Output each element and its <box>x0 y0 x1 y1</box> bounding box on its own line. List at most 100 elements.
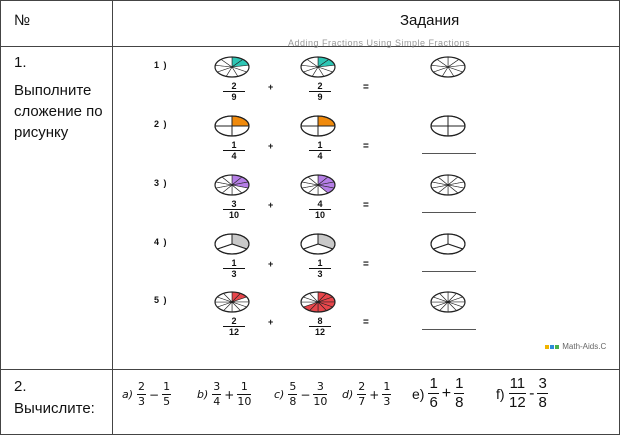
fraction-numerator: 3 <box>313 380 328 395</box>
fraction-numerator: 1 <box>162 380 172 395</box>
fraction-denominator: 8 <box>455 394 464 411</box>
fraction-pie-b <box>300 115 336 137</box>
pie-outline <box>300 174 336 196</box>
plus-sign: + <box>268 82 274 92</box>
pie-wrapper <box>430 291 466 318</box>
pie-outline <box>300 115 336 137</box>
fraction-numerator: 2 <box>309 81 331 92</box>
pie-outline <box>300 233 336 255</box>
equals-sign: = <box>363 82 369 93</box>
fraction-denominator: 12 <box>509 394 526 411</box>
fraction-numerator: 11 <box>508 375 527 394</box>
fraction-denominator: 3 <box>138 395 146 408</box>
fraction-numerator: 3 <box>537 375 548 394</box>
fraction-problem-2: 2 ) 1 4 +1 4 = <box>140 115 480 173</box>
pie-wrapper <box>300 291 336 318</box>
plus-sign: + <box>268 200 274 210</box>
fraction: 1 10 <box>237 380 252 409</box>
expression-e: e) 1 6 +1 8 <box>412 375 465 412</box>
pie-wrapper <box>214 174 250 201</box>
equals-sign: = <box>363 141 369 152</box>
pie-wrapper <box>430 56 466 83</box>
header-tasks-column: Задания <box>400 12 460 29</box>
table-border-left <box>0 0 1 435</box>
fraction-denominator: 7 <box>358 395 366 408</box>
problem-label: 4 ) <box>154 237 168 247</box>
fraction-a: 3 10 <box>223 199 245 220</box>
logo-icon <box>550 344 554 349</box>
expression-label: c) <box>274 388 285 401</box>
fraction-numerator: 8 <box>309 316 331 327</box>
fraction-problem-3: 3 ) 3 10 +4 10 = <box>140 174 480 232</box>
operator: + <box>441 384 452 402</box>
operator: − <box>300 387 311 402</box>
fraction-problem-5: 5 ) 2 12 +8 12 = <box>140 291 480 349</box>
fraction-pie-a <box>214 233 250 255</box>
fraction-a: 2 12 <box>223 316 245 337</box>
pie-outline <box>214 115 250 137</box>
pie-outline <box>430 115 466 137</box>
plus-sign: + <box>268 259 274 269</box>
fraction-numerator: 5 <box>288 380 298 395</box>
fraction-numerator: 1 <box>309 258 331 269</box>
task2-number: 2. <box>14 378 27 395</box>
pie-outline <box>430 174 466 196</box>
fraction-b: 8 12 <box>309 316 331 337</box>
pie-outline <box>214 56 250 78</box>
answer-line <box>422 271 476 272</box>
fraction-denominator: 8 <box>289 395 297 408</box>
operator: + <box>369 387 380 402</box>
pie-wrapper <box>300 174 336 201</box>
pie-outline <box>430 233 466 255</box>
fraction-numerator: 4 <box>309 199 331 210</box>
fraction-numerator: 1 <box>223 140 245 151</box>
fraction-pie-b <box>300 56 336 78</box>
fraction-denominator: 4 <box>213 395 221 408</box>
fraction-numerator: 2 <box>223 81 245 92</box>
answer-pie-blank <box>430 233 466 255</box>
fraction-denominator: 12 <box>314 327 325 337</box>
fraction: 3 10 <box>313 380 328 409</box>
task2-instruction: Вычислите: <box>14 400 95 417</box>
expression-label: d) <box>342 388 354 401</box>
fraction-pie-b <box>300 174 336 196</box>
expression-f: f) 11 12-3 8 <box>496 375 548 412</box>
fraction-numerator: 1 <box>428 375 439 394</box>
pie-wrapper <box>300 115 336 142</box>
plus-sign: + <box>268 317 274 327</box>
fraction-numerator: 1 <box>223 258 245 269</box>
header-divider <box>0 46 620 47</box>
fraction-denominator: 4 <box>317 151 323 161</box>
fraction-denominator: 3 <box>317 269 323 279</box>
pie-wrapper <box>214 115 250 142</box>
answer-line <box>422 153 476 154</box>
fraction-numerator: 2 <box>357 380 367 395</box>
pie-wrapper <box>214 56 250 83</box>
pie-outline <box>430 56 466 78</box>
answer-pie-blank <box>430 115 466 137</box>
pie-outline <box>430 291 466 313</box>
pie-outline <box>214 174 250 196</box>
equals-sign: = <box>363 317 369 328</box>
expression-a: a) 2 3−1 5 <box>122 380 172 409</box>
header-number-column: № <box>14 12 31 29</box>
logo-icon <box>545 344 549 349</box>
expression-b: b) 3 4 +1 10 <box>197 380 252 409</box>
operator: − <box>149 387 160 402</box>
answer-line <box>422 212 476 213</box>
equals-sign: = <box>363 259 369 270</box>
fraction-denominator: 10 <box>313 395 328 408</box>
pie-wrapper <box>214 233 250 260</box>
fraction-problem-1: 1 ) 2 9 +2 9 = <box>140 56 480 114</box>
